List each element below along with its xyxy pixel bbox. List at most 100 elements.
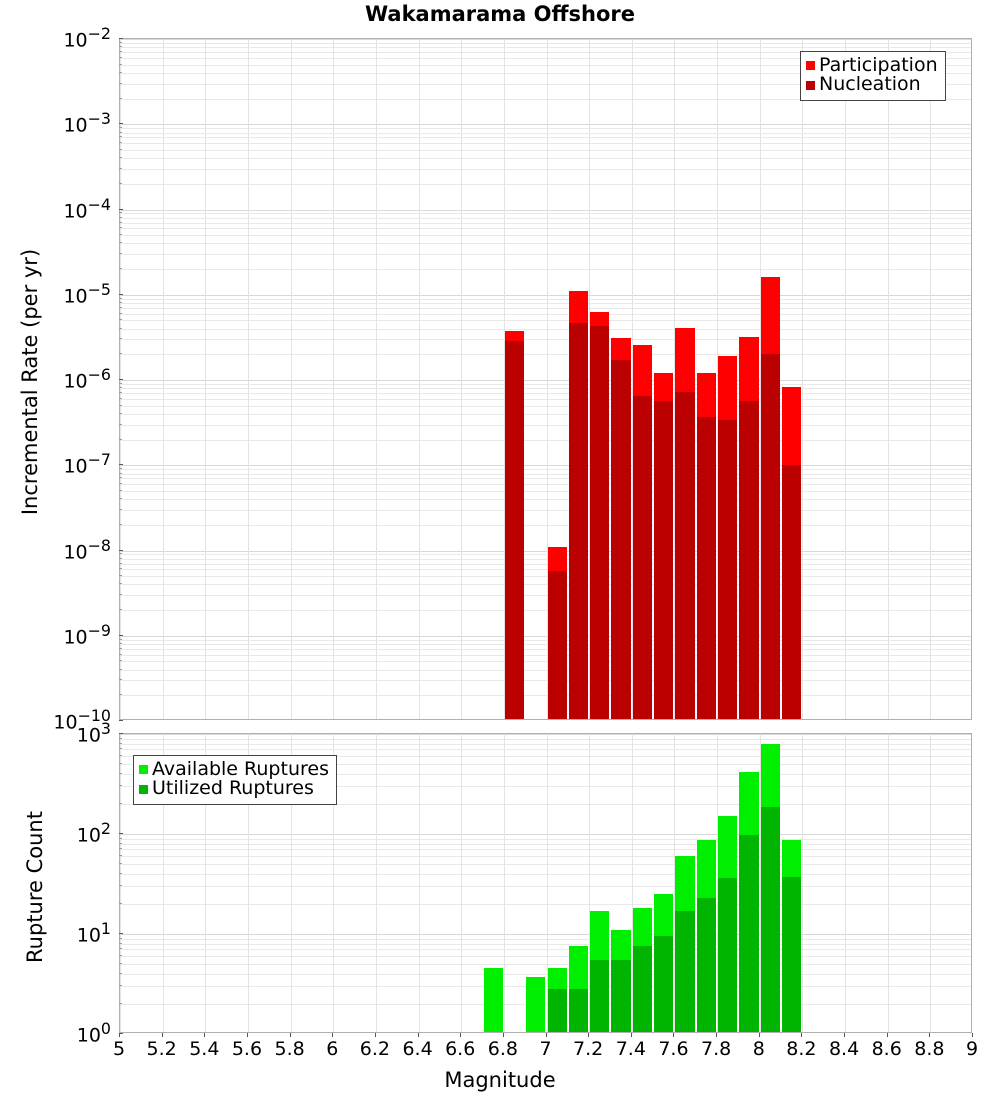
y-tickmark <box>119 737 122 739</box>
y-tickmark <box>119 131 122 133</box>
x-axis-label: Magnitude <box>444 1068 556 1092</box>
gridline-horizontal <box>120 949 971 951</box>
x-tickmark <box>332 1033 334 1037</box>
gridline-vertical <box>546 39 548 719</box>
gridline-horizontal <box>120 243 971 245</box>
y-tick-label: 101 <box>76 919 111 947</box>
bar-available-ruptures <box>696 839 717 1032</box>
y-tickmark <box>119 872 122 874</box>
x-tickmark <box>119 1033 120 1037</box>
gridline-horizontal <box>120 644 971 645</box>
x-tick-label: 5 <box>112 1038 126 1060</box>
gridline-vertical <box>759 39 761 719</box>
y-tickmark <box>119 833 123 834</box>
y-tickmark <box>119 51 122 53</box>
bar-nucleation <box>782 465 802 719</box>
x-tick-label: 8.8 <box>914 1038 945 1060</box>
x-tickmark <box>161 1033 163 1037</box>
gridline-horizontal <box>120 303 971 304</box>
legend-top: Participation Nucleation <box>800 51 946 101</box>
gridline-vertical <box>887 734 889 1032</box>
gridline-vertical <box>759 734 761 1032</box>
y-tick-label: 10−4 <box>63 194 111 222</box>
gridline-vertical <box>375 734 377 1032</box>
bar-nucleation <box>654 400 674 719</box>
gridline-horizontal <box>120 168 971 170</box>
gridline-vertical <box>290 39 292 719</box>
y-tickmark <box>119 397 122 399</box>
gridline-horizontal <box>120 313 971 315</box>
gridline-horizontal <box>120 424 971 426</box>
y-tickmark <box>119 312 122 314</box>
gridline-horizontal <box>120 938 971 940</box>
x-tickmark <box>204 1033 206 1037</box>
gridline-horizontal <box>120 524 971 526</box>
bar-utilized-ruptures <box>611 959 631 1032</box>
gridline-vertical <box>503 734 505 1032</box>
y-tickmark <box>119 742 122 744</box>
y-tickmark <box>119 268 122 270</box>
gridline-horizontal <box>120 986 971 988</box>
gridline-horizontal <box>120 124 971 126</box>
gridline-horizontal <box>120 439 971 441</box>
bar-participation <box>718 356 738 719</box>
gridline-vertical <box>930 39 932 719</box>
y-tickmark <box>119 523 122 525</box>
bar-participation <box>568 291 589 719</box>
x-tick-label: 8.4 <box>828 1038 860 1060</box>
gridline-horizontal <box>120 307 971 309</box>
x-tick-label: 6.6 <box>445 1038 476 1060</box>
gridline-horizontal <box>120 354 971 356</box>
gridline-horizontal <box>120 478 971 480</box>
y-tickmark <box>119 56 122 58</box>
x-tick-label: 8 <box>752 1038 765 1060</box>
y-tickmark <box>119 167 122 169</box>
gridline-horizontal <box>120 648 971 650</box>
gridline-vertical <box>845 39 847 719</box>
bar-nucleation <box>632 395 653 719</box>
gridline-horizontal <box>120 298 971 300</box>
y-tickmark <box>119 802 122 804</box>
x-tick-label: 6.8 <box>487 1038 518 1060</box>
gridline-vertical <box>717 734 719 1032</box>
x-tickmark <box>844 1033 846 1037</box>
y-tickmark <box>119 720 123 721</box>
y-tickmark <box>119 182 122 184</box>
gridline-vertical <box>418 39 420 719</box>
gridline-horizontal <box>120 973 971 975</box>
gridline-vertical <box>802 734 804 1032</box>
bar-utilized-ruptures <box>739 835 759 1032</box>
x-tick-label: 5.8 <box>274 1038 305 1060</box>
gridline-horizontal <box>120 413 971 415</box>
x-tickmark <box>673 1033 675 1037</box>
gridline-vertical <box>461 39 463 719</box>
y-tickmark <box>119 382 122 384</box>
y-tickmark <box>119 985 122 987</box>
gridline-horizontal <box>120 465 971 467</box>
y-tickmark <box>119 748 122 750</box>
gridline-horizontal <box>120 217 971 219</box>
bar-participation <box>632 344 653 719</box>
gridline-horizontal <box>120 294 971 296</box>
gridline-horizontal <box>120 943 971 945</box>
gridline-vertical <box>674 39 676 719</box>
gridline-horizontal <box>120 405 971 407</box>
gridline-vertical <box>333 39 335 719</box>
x-tickmark <box>972 1033 973 1037</box>
gridline-horizontal <box>120 956 971 958</box>
y-tickmark <box>119 763 122 765</box>
gridline-horizontal <box>120 669 971 671</box>
grid-top <box>120 39 971 719</box>
gridline-vertical <box>546 734 548 1032</box>
y-tickmark <box>119 694 122 696</box>
y-tick-label: 100 <box>76 1019 111 1047</box>
bar-available-ruptures <box>675 856 695 1032</box>
gridline-horizontal <box>120 183 971 185</box>
y-tickmark <box>119 353 122 355</box>
gridline-vertical <box>674 734 676 1032</box>
x-tick-label: 7.8 <box>700 1038 732 1060</box>
y-tickmark <box>119 863 122 865</box>
gridline-horizontal <box>120 320 971 322</box>
y-tickmark <box>119 489 122 491</box>
gridline-horizontal <box>120 469 971 471</box>
